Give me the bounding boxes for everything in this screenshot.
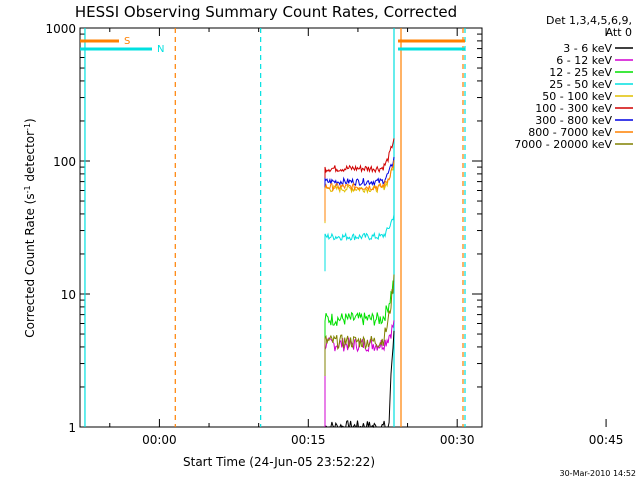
y-tick-label: 100 bbox=[53, 155, 76, 169]
series-line bbox=[324, 330, 395, 429]
legend-label: 3 - 6 keV bbox=[563, 42, 612, 55]
x-tick-label: 00:30 bbox=[440, 433, 475, 447]
y-tick-label: 1 bbox=[68, 421, 76, 435]
legend-header-2: Att 0 bbox=[606, 26, 632, 39]
y-axis-label-main: Corrected Count Rate (s bbox=[23, 193, 37, 337]
chart-title: HESSI Observing Summary Count Rates, Cor… bbox=[75, 3, 457, 21]
series-line bbox=[324, 320, 395, 427]
plot-frame bbox=[79, 27, 483, 428]
legend-label: 50 - 100 keV bbox=[542, 90, 612, 103]
night-flag-label: N bbox=[157, 44, 164, 55]
legend-label: 100 - 300 keV bbox=[535, 102, 612, 115]
series-line bbox=[324, 138, 395, 203]
series-line bbox=[324, 160, 395, 222]
legend-label: 6 - 12 keV bbox=[556, 54, 612, 67]
x-tick-label: 00:00 bbox=[142, 433, 177, 447]
y-tick-label: 1000 bbox=[45, 22, 76, 36]
legend-label: 7000 - 20000 keV bbox=[514, 138, 612, 151]
y-axis-label: Corrected Count Rate (s-1 detector-1) bbox=[23, 118, 38, 337]
series-line bbox=[324, 280, 395, 354]
y-axis-label-sup1: -1 bbox=[23, 185, 32, 193]
series-lines bbox=[324, 138, 395, 429]
y-axis-label-end: ) bbox=[23, 118, 37, 123]
y-axis-label-sup2: -1 bbox=[23, 123, 32, 131]
series-line bbox=[324, 162, 395, 224]
x-tick-label: 00:45 bbox=[589, 433, 624, 447]
legend-label: 25 - 50 keV bbox=[549, 78, 612, 91]
x-tick-label: 00:15 bbox=[291, 433, 326, 447]
x-axis-label: Start Time (24-Jun-05 23:52:22) bbox=[183, 455, 375, 469]
saa-flag-label: S bbox=[124, 36, 130, 47]
series-line bbox=[324, 156, 395, 217]
y-axis-label-mid: detector bbox=[23, 131, 37, 186]
legend-label: 300 - 800 keV bbox=[535, 114, 612, 127]
timestamp: 30-Mar-2010 14:52 bbox=[560, 469, 637, 478]
y-tick-label: 10 bbox=[61, 288, 76, 302]
y-tick-labels: 1 10 100 1000 bbox=[45, 22, 76, 435]
legend-header-1: Det 1,3,4,5,6,9, bbox=[546, 14, 632, 27]
series-line bbox=[324, 214, 395, 272]
time-markers bbox=[84, 28, 466, 427]
series-line bbox=[324, 274, 395, 376]
legend-label: 800 - 7000 keV bbox=[528, 126, 612, 139]
legend-label: 12 - 25 keV bbox=[549, 66, 612, 79]
attenuator-flags: SN bbox=[80, 36, 465, 55]
